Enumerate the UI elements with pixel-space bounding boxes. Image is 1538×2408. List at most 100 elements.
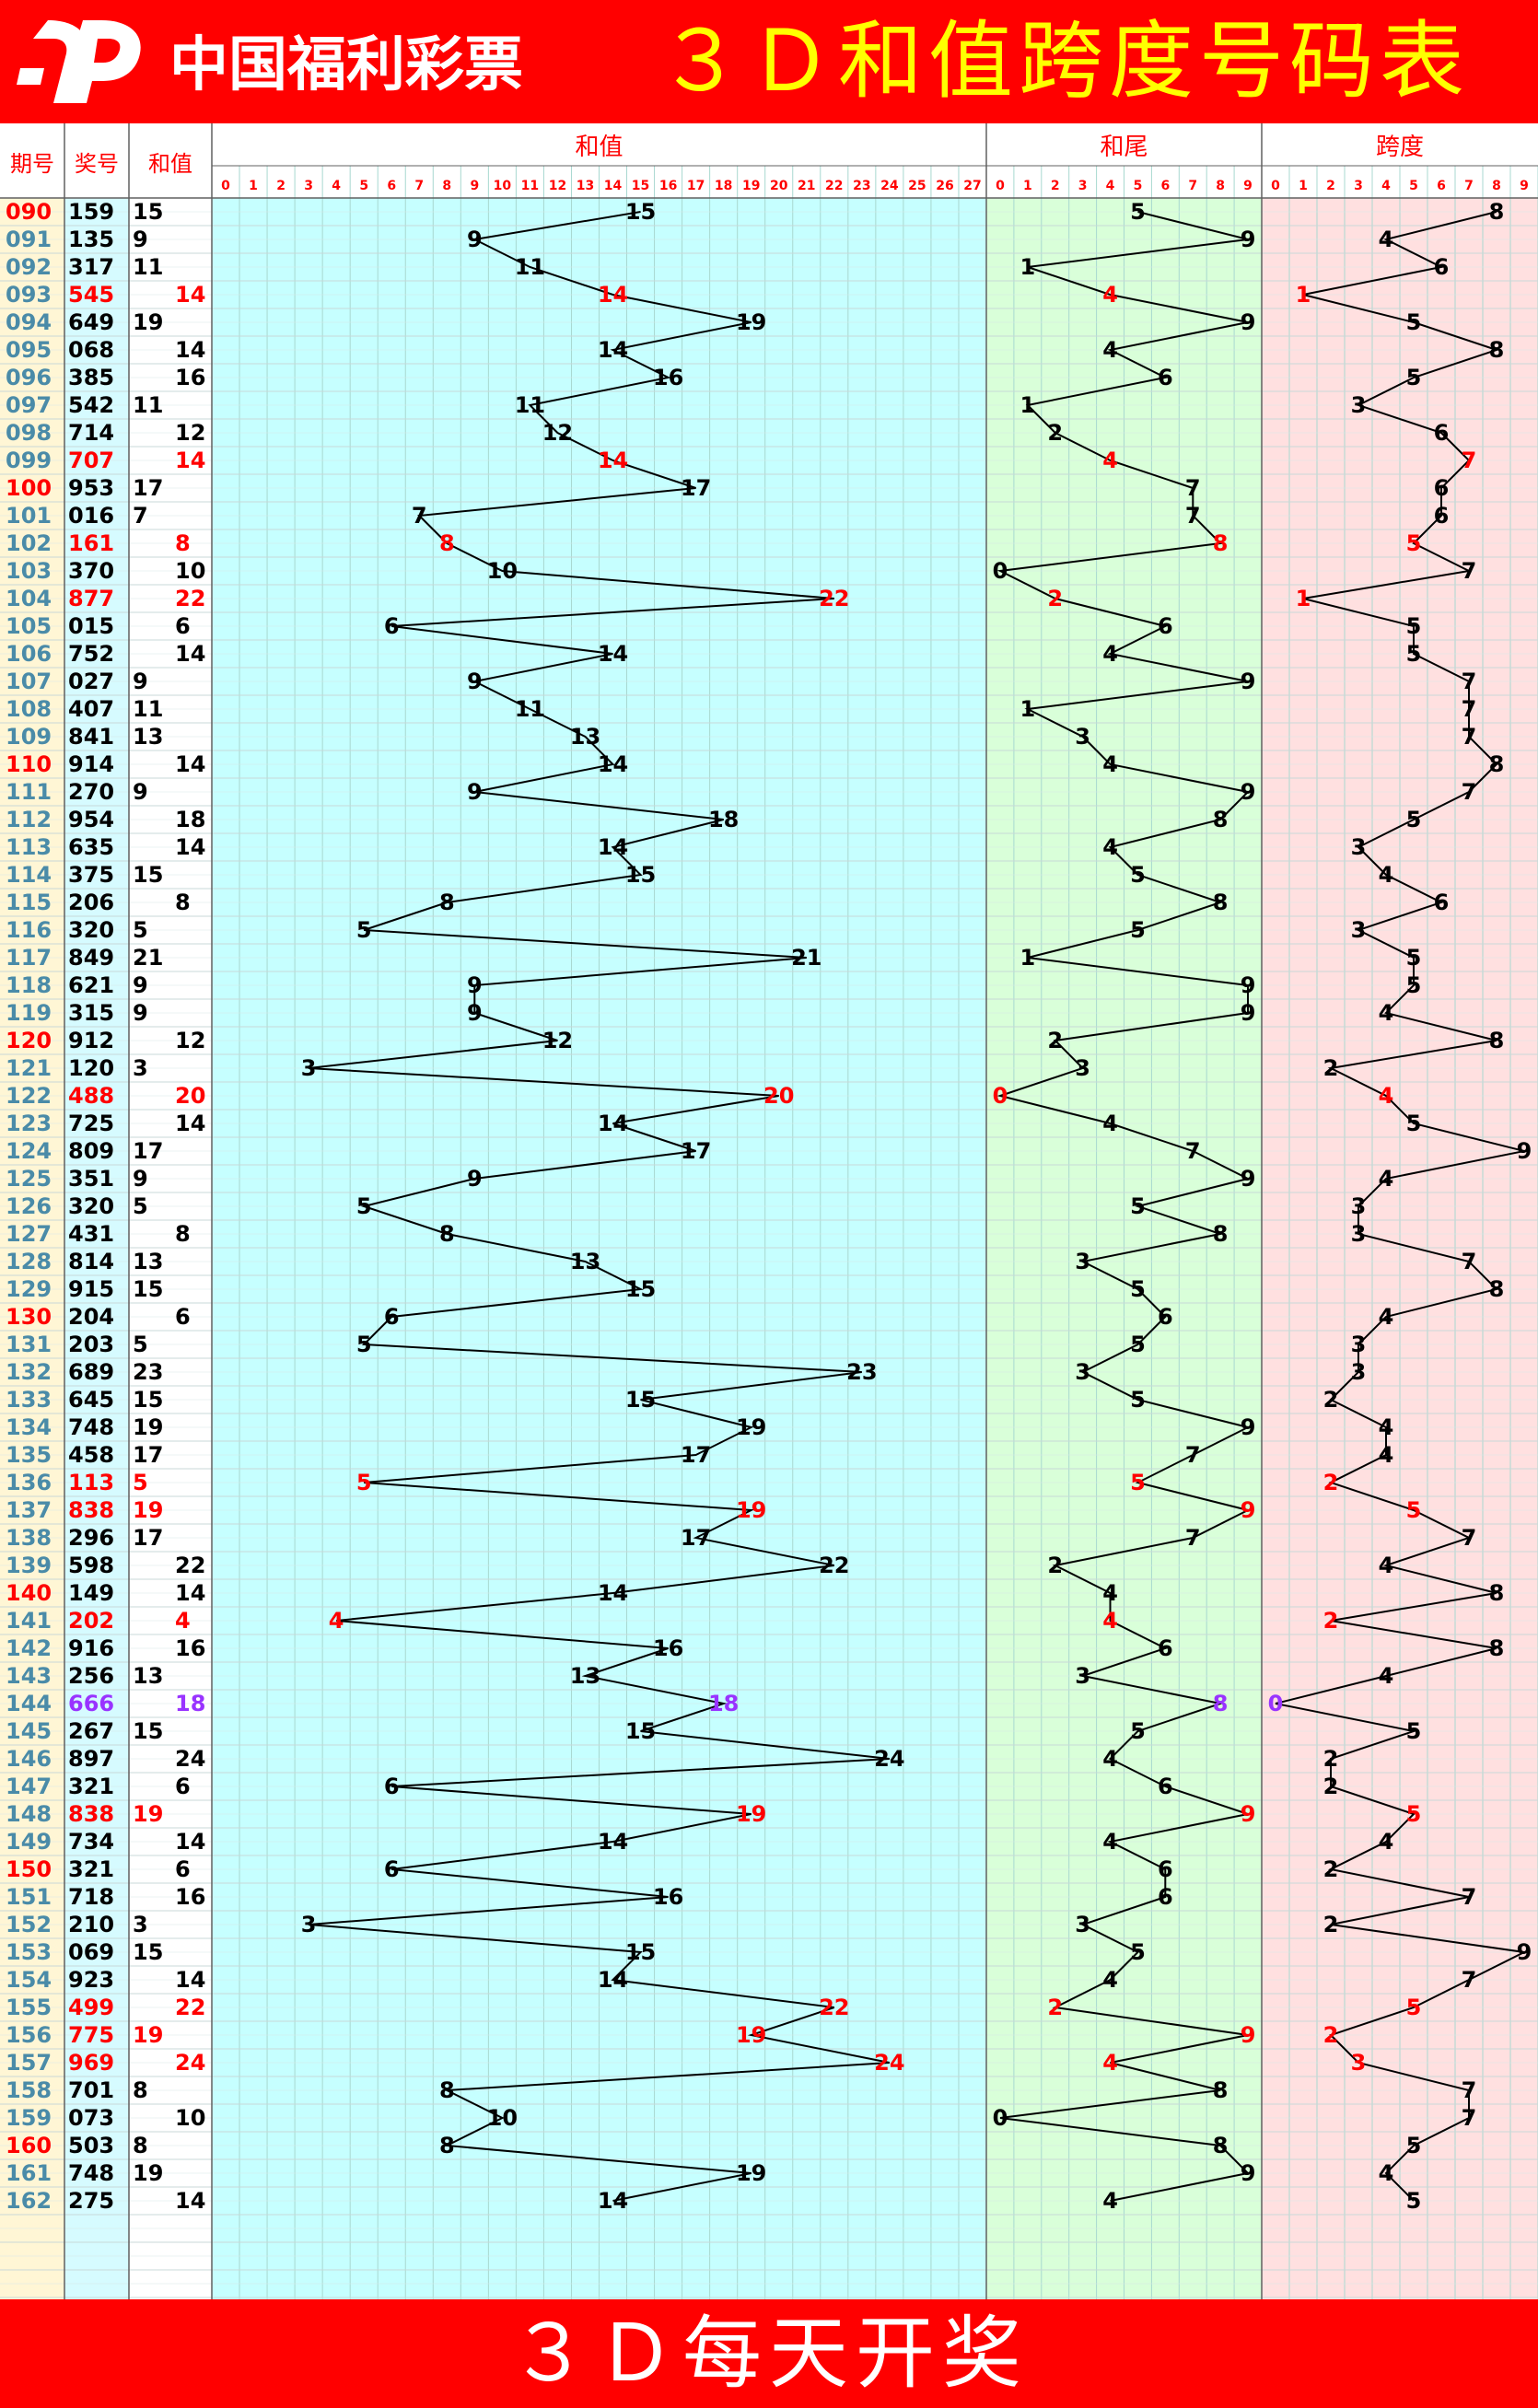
data-point: 12 [542, 420, 573, 446]
number-cell: 718 [68, 1884, 114, 1910]
data-point: 22 [819, 1553, 849, 1578]
sum-cell: 9 [133, 1000, 148, 1026]
data-point: 4 [1379, 1553, 1394, 1578]
period-cell: 144 [6, 1691, 52, 1716]
data-point: 3 [301, 1912, 317, 1937]
data-point: 19 [736, 1414, 766, 1440]
sum-cell: 19 [133, 309, 163, 335]
period-cell: 129 [6, 1276, 52, 1302]
data-point: 4 [1379, 1166, 1394, 1192]
number-cell: 752 [68, 641, 114, 667]
sum-cell: 5 [133, 1193, 148, 1219]
data-point: 16 [653, 1635, 683, 1661]
sum-cell: 8 [175, 1221, 191, 1247]
data-point: 5 [356, 917, 372, 943]
data-point: 4 [1102, 337, 1118, 363]
data-point: 5 [1130, 1332, 1146, 1357]
data-point: 9 [467, 227, 483, 252]
tick-label: 1 [1023, 179, 1032, 193]
number-cell: 317 [68, 254, 114, 280]
number-cell: 385 [68, 365, 114, 390]
tick-label: 24 [880, 179, 899, 193]
data-point: 2 [1323, 2022, 1339, 2048]
footer-banner: ３Ｄ每天开奖 [0, 2299, 1538, 2408]
sum-cell: 19 [133, 2022, 163, 2048]
data-point: 2 [1323, 1470, 1339, 1495]
data-point: 7 [1462, 779, 1477, 805]
period-cell: 130 [6, 1304, 52, 1330]
data-point: 7 [1462, 1967, 1477, 1993]
data-point: 10 [487, 2105, 518, 2131]
header-bg [0, 123, 1538, 198]
tick-label: 10 [494, 179, 512, 193]
sum-cell: 17 [133, 475, 163, 501]
data-point: 5 [1406, 945, 1422, 971]
data-point: 6 [1434, 503, 1450, 529]
data-point: 4 [1379, 1442, 1394, 1468]
sum-cell: 3 [133, 1055, 148, 1081]
data-point: 7 [1462, 1525, 1477, 1551]
number-cell: 275 [68, 2188, 114, 2214]
period-cell: 102 [6, 530, 52, 556]
data-point: 7 [1462, 1249, 1477, 1274]
sum-cell: 11 [133, 392, 163, 418]
tick-label: 0 [1271, 179, 1280, 193]
period-cell: 138 [6, 1525, 52, 1551]
trend-line-2 [1275, 211, 1528, 2202]
number-cell: 954 [68, 807, 114, 832]
tick-label: 1 [249, 179, 258, 193]
data-point: 6 [384, 1304, 400, 1330]
number-cell: 689 [68, 1359, 114, 1385]
data-point: 7 [1462, 2077, 1477, 2103]
data-point: 9 [467, 1000, 483, 1026]
data-point: 1 [1296, 282, 1311, 308]
data-point: 14 [598, 337, 628, 363]
data-point: 5 [1406, 1497, 1422, 1523]
period-cell: 112 [6, 807, 52, 832]
period-cell: 135 [6, 1442, 52, 1468]
data-point: 3 [1075, 1055, 1090, 1081]
period-cell: 096 [6, 365, 52, 390]
data-point: 6 [1158, 1856, 1173, 1882]
tick-label: 5 [1134, 179, 1143, 193]
data-point: 9 [1241, 227, 1256, 252]
sum-cell: 10 [175, 558, 205, 584]
data-point: 1 [1020, 945, 1035, 971]
period-cell: 123 [6, 1111, 52, 1136]
data-point: 7 [1185, 475, 1201, 501]
logo-text: 中国福利彩票 [169, 31, 523, 99]
sum-cell: 14 [175, 282, 205, 308]
sum-cell: 6 [175, 613, 191, 639]
data-point: 4 [1102, 1829, 1118, 1855]
data-point: 5 [1130, 862, 1146, 888]
data-point: 20 [763, 1083, 794, 1109]
data-point: 14 [598, 751, 628, 777]
sum-cell: 15 [133, 1387, 163, 1413]
data-point: 7 [1462, 669, 1477, 694]
period-cell: 101 [6, 503, 52, 529]
tick-label: 12 [549, 179, 566, 193]
period-cell: 114 [6, 862, 52, 888]
period-cell: 133 [6, 1387, 52, 1413]
data-point: 7 [412, 503, 427, 529]
data-point: 17 [681, 1442, 711, 1468]
data-point: 17 [681, 1138, 711, 1164]
data-point: 9 [1241, 1166, 1256, 1192]
data-point: 3 [301, 1055, 317, 1081]
data-point: 6 [384, 1774, 400, 1799]
data-point: 5 [1406, 2133, 1422, 2158]
data-point: 4 [1379, 1304, 1394, 1330]
data-point: 6 [1158, 1635, 1173, 1661]
number-cell: 256 [68, 1663, 114, 1689]
period-cell: 160 [6, 2133, 52, 2158]
data-point: 16 [653, 1884, 683, 1910]
data-point: 15 [625, 1718, 656, 1744]
sum-cell: 18 [175, 807, 205, 832]
number-cell: 838 [68, 1801, 114, 1827]
data-point: 1 [1296, 586, 1311, 611]
tick-label: 20 [770, 179, 788, 193]
data-point: 24 [874, 2050, 904, 2076]
number-cell: 877 [68, 586, 114, 611]
period-cell: 105 [6, 613, 52, 639]
tick-label: 26 [936, 179, 953, 193]
